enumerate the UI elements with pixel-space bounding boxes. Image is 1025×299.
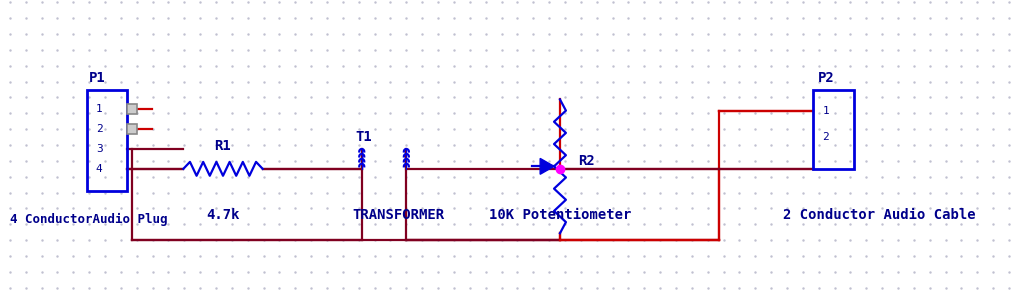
Text: 2: 2 (822, 132, 829, 142)
Text: 2 Conductor Audio Cable: 2 Conductor Audio Cable (783, 208, 976, 222)
Text: 3: 3 (95, 144, 103, 154)
Text: 4: 4 (95, 164, 103, 174)
Polygon shape (540, 158, 555, 174)
Bar (87, 89, 127, 191)
Bar (127, 104, 136, 114)
Text: 4 ConductorAudio Plug: 4 ConductorAudio Plug (10, 212, 167, 225)
Text: 1: 1 (822, 106, 829, 116)
Text: TRANSFORMER: TRANSFORMER (353, 208, 445, 222)
Text: R2: R2 (578, 154, 594, 168)
Text: R1: R1 (214, 139, 232, 153)
Text: 10K Potentiometer: 10K Potentiometer (489, 208, 631, 222)
Text: T1: T1 (356, 130, 372, 144)
Text: P1: P1 (89, 71, 106, 85)
Bar (127, 124, 136, 134)
Text: 1: 1 (95, 104, 103, 114)
Bar (813, 89, 854, 169)
Text: 4.7k: 4.7k (206, 208, 240, 222)
Text: P2: P2 (818, 71, 834, 85)
Text: 2: 2 (95, 124, 103, 134)
